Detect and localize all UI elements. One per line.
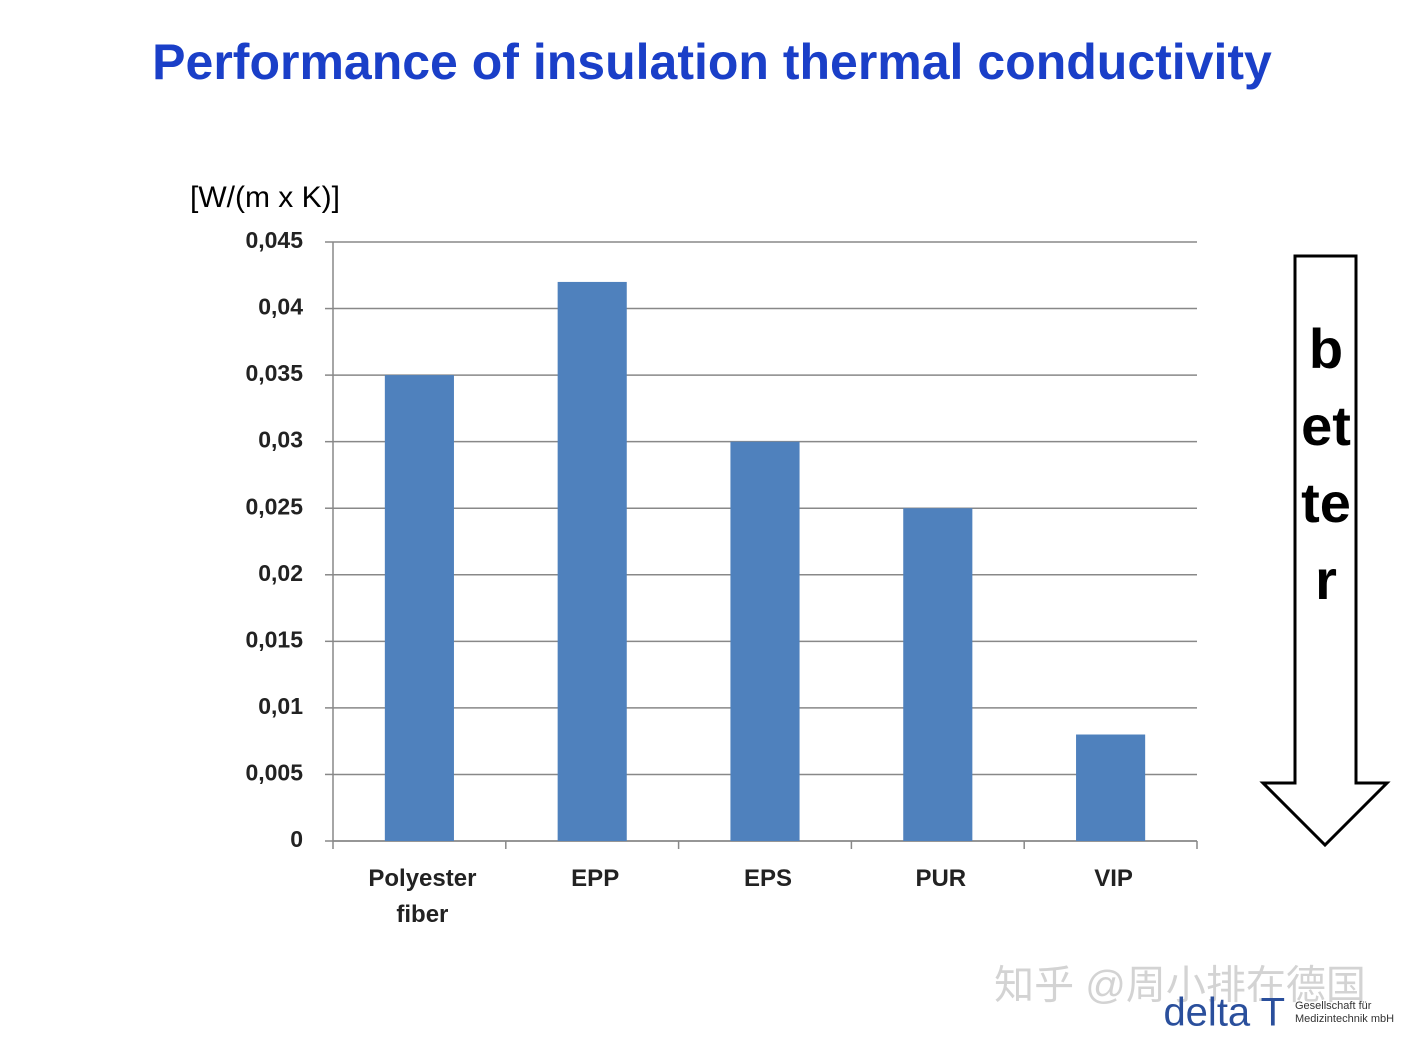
y-tick-label: 0,005 <box>245 760 303 786</box>
y-tick-label: 0,04 <box>258 294 303 320</box>
y-tick-label: 0,02 <box>258 560 303 586</box>
y-tick-label: 0 <box>290 826 303 852</box>
y-tick-label: 0,03 <box>258 427 303 453</box>
y-axis-label: [W/(m x K)] <box>190 181 340 214</box>
x-tick-label: EPP <box>571 865 620 892</box>
bar <box>1076 734 1146 841</box>
y-tick-label: 0,025 <box>245 493 303 519</box>
bar <box>384 375 454 841</box>
y-tick-label: 0,045 <box>245 227 303 253</box>
x-tick-label: EPS <box>743 865 793 892</box>
better-arrow <box>1259 254 1391 848</box>
bar <box>903 508 973 841</box>
x-tick-label: Polyester fiber <box>368 865 477 928</box>
watermark: 知乎 @周小排在德国 <box>994 964 1366 1008</box>
bar <box>557 281 627 841</box>
x-tick-label: VIP <box>1094 865 1133 892</box>
bar <box>730 441 800 841</box>
logo: delta T <box>1163 991 1285 1035</box>
chart-title: Performance of insulation thermal conduc… <box>152 34 1272 90</box>
y-tick-label: 0,035 <box>245 360 303 386</box>
annotation: better <box>1301 317 1351 611</box>
logo-subtitle: Gesellschaft für Medizintechnik mbH <box>1295 1000 1395 1025</box>
y-tick-label: 0,015 <box>245 626 303 652</box>
x-tick-label: PUR <box>915 865 967 892</box>
y-tick-label: 0,01 <box>258 693 303 719</box>
